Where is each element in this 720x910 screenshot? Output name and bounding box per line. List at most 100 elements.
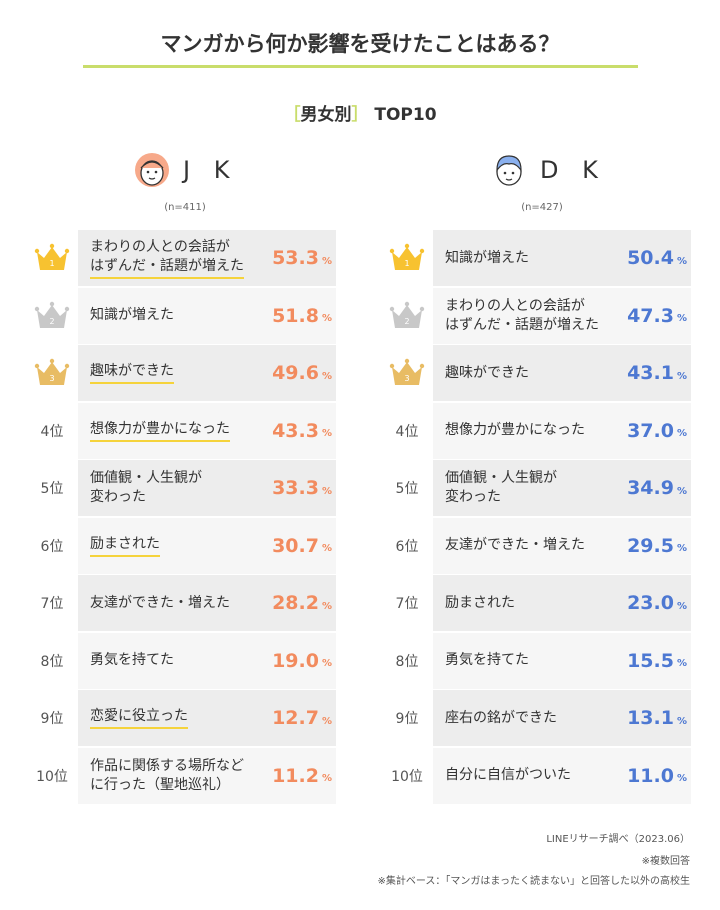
table-row: 9位 座右の銘ができた 13.1% bbox=[385, 690, 695, 746]
item-label-text: 想像力が豊かになった bbox=[90, 420, 230, 442]
value-number: 11.0 bbox=[627, 764, 674, 787]
item-label-text: 友達ができた・増えた bbox=[90, 594, 230, 611]
table-row: 8位 勇気を持てた 15.5% bbox=[385, 632, 695, 689]
row-background bbox=[78, 460, 336, 516]
table-row: 3 趣味ができた 43.1% bbox=[385, 345, 695, 401]
item-label: 自分に自信がついた bbox=[445, 748, 615, 804]
rank-label: 6位 bbox=[40, 538, 64, 555]
value-unit: % bbox=[321, 600, 332, 612]
value-number: 13.1 bbox=[627, 707, 674, 729]
row-background bbox=[78, 402, 336, 459]
dk-n: (n=427) bbox=[521, 202, 563, 213]
row-background bbox=[433, 460, 691, 516]
rank-label: 5位 bbox=[395, 481, 419, 497]
value-number: 23.0 bbox=[627, 592, 674, 614]
value-unit: % bbox=[321, 370, 332, 382]
item-label-text: 趣味ができた bbox=[90, 362, 174, 384]
item-label: 座右の銘ができた bbox=[445, 690, 615, 746]
item-label-text: 想像力が豊かになった bbox=[445, 422, 585, 438]
value-unit: % bbox=[676, 543, 687, 554]
rank-cell: 9位 bbox=[30, 690, 74, 746]
table-row: 1 知識が増えた 50.4% bbox=[385, 230, 695, 286]
value-unit: % bbox=[321, 313, 332, 324]
row-background bbox=[433, 632, 691, 689]
rank-cell: 10位 bbox=[30, 748, 74, 804]
value-label: 23.0% bbox=[627, 575, 687, 631]
value-unit: % bbox=[321, 773, 332, 784]
item-label-text: 知識が増えた bbox=[90, 307, 174, 323]
rank-cell: 4位 bbox=[385, 403, 429, 459]
item-label: 知識が増えた bbox=[90, 288, 260, 344]
value-number: 11.2 bbox=[272, 764, 319, 787]
rank-cell: 2 bbox=[385, 288, 429, 344]
subtitle-suffix: TOP10 bbox=[374, 105, 437, 125]
value-label: 12.7% bbox=[272, 690, 332, 746]
rank-label: 9位 bbox=[395, 711, 419, 727]
row-background bbox=[433, 345, 691, 401]
value-unit: % bbox=[321, 658, 332, 669]
item-label: 価値観・人生観が 変わった bbox=[445, 460, 615, 516]
table-row: 2 知識が増えた 51.8% bbox=[30, 287, 340, 344]
subtitle: ［男女別］ TOP10 bbox=[0, 100, 720, 125]
value-unit: % bbox=[321, 485, 332, 497]
rank-label: 8位 bbox=[395, 653, 419, 670]
rank-cell: 8位 bbox=[385, 633, 429, 689]
rank-label: 6位 bbox=[395, 538, 419, 555]
item-label: 友達ができた・増えた bbox=[445, 518, 615, 574]
girl-avatar-icon bbox=[135, 153, 169, 187]
item-label: 友達ができた・増えた bbox=[90, 575, 260, 631]
value-label: 33.3% bbox=[272, 460, 332, 516]
value-unit: % bbox=[676, 255, 687, 267]
table-row: 5位 価値観・人生観が 変わった 33.3% bbox=[30, 460, 340, 516]
value-unit: % bbox=[676, 370, 687, 382]
value-unit: % bbox=[321, 543, 332, 554]
item-label-text: 自分に自信がついた bbox=[445, 767, 571, 783]
rank-cell: 8位 bbox=[30, 633, 74, 689]
row-background bbox=[433, 402, 691, 459]
bronze-crown-icon: 3 bbox=[34, 358, 70, 385]
item-label-text: 趣味ができた bbox=[445, 364, 529, 381]
value-unit: % bbox=[676, 658, 687, 669]
rank-label: 7位 bbox=[40, 596, 64, 612]
subtitle-text: 男女別 bbox=[300, 105, 352, 125]
footer-note-multiple: ※複数回答 bbox=[641, 856, 690, 867]
value-number: 28.2 bbox=[272, 592, 319, 614]
table-row: 10位 自分に自信がついた 11.0% bbox=[385, 747, 695, 804]
dk-label: D K bbox=[540, 156, 606, 184]
item-label-text: 作品に関係する場所など に行った（聖地巡礼） bbox=[90, 757, 244, 793]
item-label-text: 知識が増えた bbox=[445, 249, 529, 266]
rank-label: 10位 bbox=[391, 768, 423, 785]
value-label: 43.1% bbox=[627, 345, 687, 401]
value-label: 53.3% bbox=[272, 230, 332, 286]
value-label: 37.0% bbox=[627, 403, 687, 459]
item-label-text: 恋愛に役立った bbox=[90, 707, 188, 729]
value-number: 30.7 bbox=[272, 534, 319, 557]
table-row: 2 まわりの人との会話が はずんだ・話題が増えた 47.3% bbox=[385, 287, 695, 344]
row-background bbox=[433, 575, 691, 631]
footer-source: LINEリサーチ調べ（2023.06） bbox=[546, 834, 690, 845]
row-background bbox=[78, 287, 336, 344]
value-label: 13.1% bbox=[627, 690, 687, 746]
rank-cell: 7位 bbox=[385, 575, 429, 631]
row-background bbox=[78, 747, 336, 804]
value-label: 11.0% bbox=[627, 748, 687, 804]
item-label: 想像力が豊かになった bbox=[445, 403, 615, 459]
value-number: 43.3 bbox=[272, 419, 319, 442]
value-label: 50.4% bbox=[627, 230, 687, 286]
table-row: 6位 友達ができた・増えた 29.5% bbox=[385, 517, 695, 574]
rank-label: 5位 bbox=[40, 481, 64, 497]
page-title: マンガから何か影響を受けたことはある？ bbox=[160, 32, 560, 56]
rank-cell: 2 bbox=[30, 288, 74, 344]
value-number: 33.3 bbox=[272, 477, 319, 499]
item-label-text: 友達ができた・増えた bbox=[445, 537, 585, 553]
value-unit: % bbox=[676, 313, 687, 324]
value-unit: % bbox=[321, 428, 332, 439]
value-number: 50.4 bbox=[627, 247, 674, 269]
value-label: 43.3% bbox=[272, 403, 332, 459]
item-label-text: 励まされた bbox=[445, 594, 515, 611]
rank-label: 9位 bbox=[40, 711, 64, 727]
value-number: 34.9 bbox=[627, 477, 674, 499]
silver-crown-icon: 2 bbox=[389, 301, 425, 328]
value-label: 47.3% bbox=[627, 288, 687, 344]
item-label-text: 座右の銘ができた bbox=[445, 709, 557, 726]
